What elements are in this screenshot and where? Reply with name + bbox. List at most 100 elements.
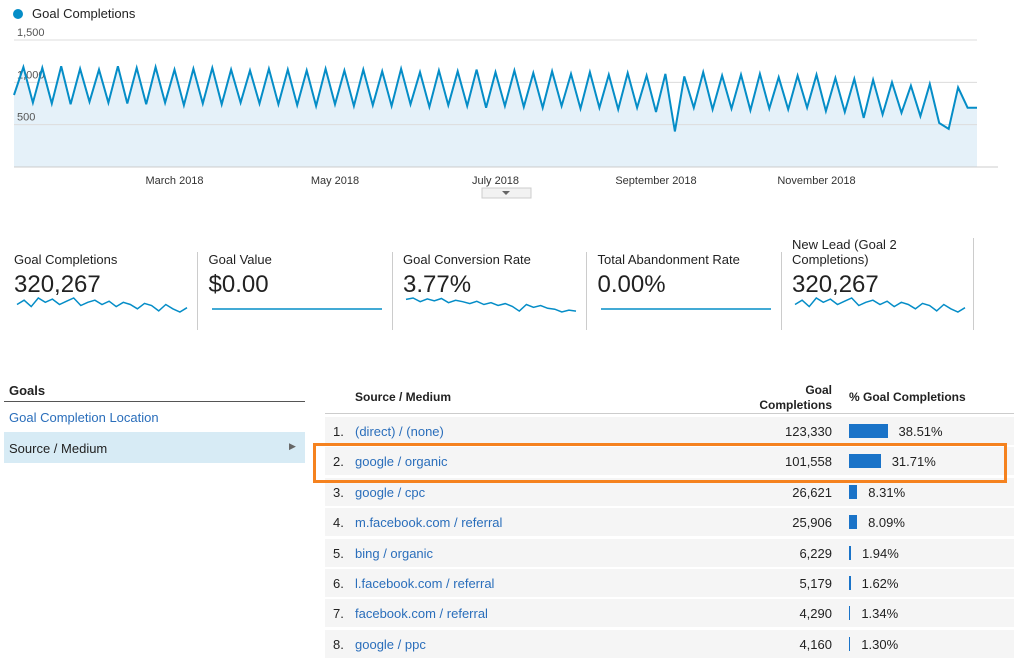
scorecard: New Lead (Goal 2 Completions) 320,267 (792, 235, 968, 330)
percent-bar (849, 484, 858, 499)
panel-selected[interactable]: Source / Medium ▶ (4, 432, 305, 463)
row-rank: 5. (333, 545, 344, 561)
row-rank: 8. (333, 636, 344, 652)
completions: 25,906 (792, 515, 832, 531)
area (14, 66, 977, 167)
percent-label: 1.94% (861, 545, 899, 561)
scorecard: Goal Completions 320,267 (14, 235, 190, 330)
row-rank: 4. (333, 515, 344, 531)
scorecard: Goal Conversion Rate 3.77% (403, 235, 579, 330)
panel-rule (4, 401, 305, 402)
table-row: 1. (direct) / (none) 123,330 38.51% (325, 417, 1014, 445)
column-header[interactable]: % Goal Completions (849, 390, 966, 404)
scorecard-value: $0.00 (208, 271, 269, 298)
highlight-box (313, 443, 1007, 483)
source-link[interactable]: (direct) / (none) (355, 424, 444, 439)
percent-bar (849, 636, 851, 651)
table-row: 8. google / ppc 4,160 1.30% (325, 629, 1014, 658)
scorecard-title: Goal Conversion Rate (403, 252, 531, 267)
sparkline-chart (211, 308, 382, 310)
percent-label: 38.51% (898, 424, 943, 439)
scorecard-value: 320,267 (14, 271, 101, 298)
scorecard-value: 3.77% (403, 271, 472, 298)
legend-dot (13, 9, 23, 19)
source-link[interactable]: google / ppc (355, 636, 426, 652)
completions: 4,290 (799, 606, 832, 622)
x-tick-label: September 2018 (615, 175, 696, 187)
table-row: 7. facebook.com / referral 4,290 1.34% (325, 599, 1014, 628)
percent-bar (849, 576, 851, 590)
source-link[interactable]: google / cpc (355, 484, 426, 500)
source-link[interactable]: bing / organic (355, 545, 434, 561)
percent-bar (849, 515, 858, 530)
percent-label: 8.09% (868, 515, 905, 531)
row-rank: 3. (333, 484, 344, 500)
completions: 26,621 (792, 484, 832, 500)
panel-link[interactable]: Goal Completion Location (9, 410, 159, 425)
scorecard-title: Goal Completions (14, 252, 118, 267)
sparkline-chart (600, 308, 771, 310)
card-divider (780, 252, 782, 330)
source-link[interactable]: l.facebook.com / referral (355, 576, 495, 591)
percent-bar (849, 606, 851, 621)
sparkline-chart (794, 297, 966, 313)
row-rank: 2. (333, 454, 344, 470)
scorecard: Goal Value $0.00 (209, 235, 385, 330)
sparkline-chart (405, 297, 577, 313)
scorecard-value: 0.00% (597, 271, 666, 298)
percent-bar (849, 454, 881, 469)
completions: 4,160 (799, 636, 832, 652)
line (13, 63, 977, 132)
percent-bar (849, 545, 851, 560)
scorecard-title: Goal Value (208, 252, 272, 267)
scorecard-title: Total Abandonment Rate (597, 252, 740, 267)
scorecard: Total Abandonment Rate 0.00% (598, 235, 774, 330)
source-link[interactable]: google / organic (355, 454, 448, 470)
source-link[interactable]: facebook.com / referral (355, 606, 488, 622)
card-divider (391, 252, 393, 330)
source-link[interactable]: m.facebook.com / referral (355, 515, 503, 531)
percent-label: 1.30% (861, 636, 899, 652)
scorecard-title: New Lead (Goal 2 Completions) (792, 237, 897, 267)
percent-label: 31.71% (891, 454, 936, 470)
sparkline (794, 297, 966, 313)
sparkline (405, 297, 577, 313)
legend-label: Goal Completions (32, 6, 136, 21)
table-row: 6. l.facebook.com / referral 5,179 1.62% (325, 569, 1014, 597)
table-row: 5. bing / organic 6,229 1.94% (325, 538, 1014, 567)
table-row: 2. google / organic 101,558 31.71% (325, 447, 1014, 476)
card-divider (586, 252, 587, 330)
panel-item: Source / Medium (9, 441, 108, 456)
panel-heading: Goals (9, 383, 46, 398)
row-rank: 1. (333, 424, 344, 439)
y-tick-label: 1,500 (17, 27, 45, 39)
x-tick-label: July 2018 (472, 175, 519, 187)
column-header[interactable]: Source / Medium (355, 390, 452, 404)
scorecard-value: 320,267 (792, 271, 879, 298)
table-row: 4. m.facebook.com / referral 25,906 8.09% (325, 508, 1014, 537)
column-header[interactable]: Goal Completions (759, 383, 832, 412)
completions: 101,558 (785, 454, 832, 470)
sparkline (16, 297, 188, 313)
completions: 123,330 (785, 424, 832, 439)
x-tick-label: November 2018 (777, 175, 855, 187)
x-tick-label: May 2018 (311, 175, 359, 187)
sparkline-chart (16, 297, 188, 313)
x-tick-label: March 2018 (145, 175, 203, 187)
percent-label: 1.34% (861, 606, 899, 622)
header-rule (325, 413, 1014, 414)
completions: 5,179 (799, 576, 832, 591)
toggle-arrow (502, 191, 510, 195)
card-divider (973, 238, 974, 330)
completions: 6,229 (799, 545, 832, 561)
row-rank: 6. (333, 576, 344, 591)
percent-label: 8.31% (868, 484, 906, 500)
percent-bar (849, 424, 888, 438)
row-rank: 7. (333, 606, 344, 622)
card-divider (197, 252, 198, 330)
percent-label: 1.62% (861, 576, 899, 591)
panel-arrow: ▶ (289, 441, 296, 451)
y-tick-label: 500 (17, 112, 35, 124)
